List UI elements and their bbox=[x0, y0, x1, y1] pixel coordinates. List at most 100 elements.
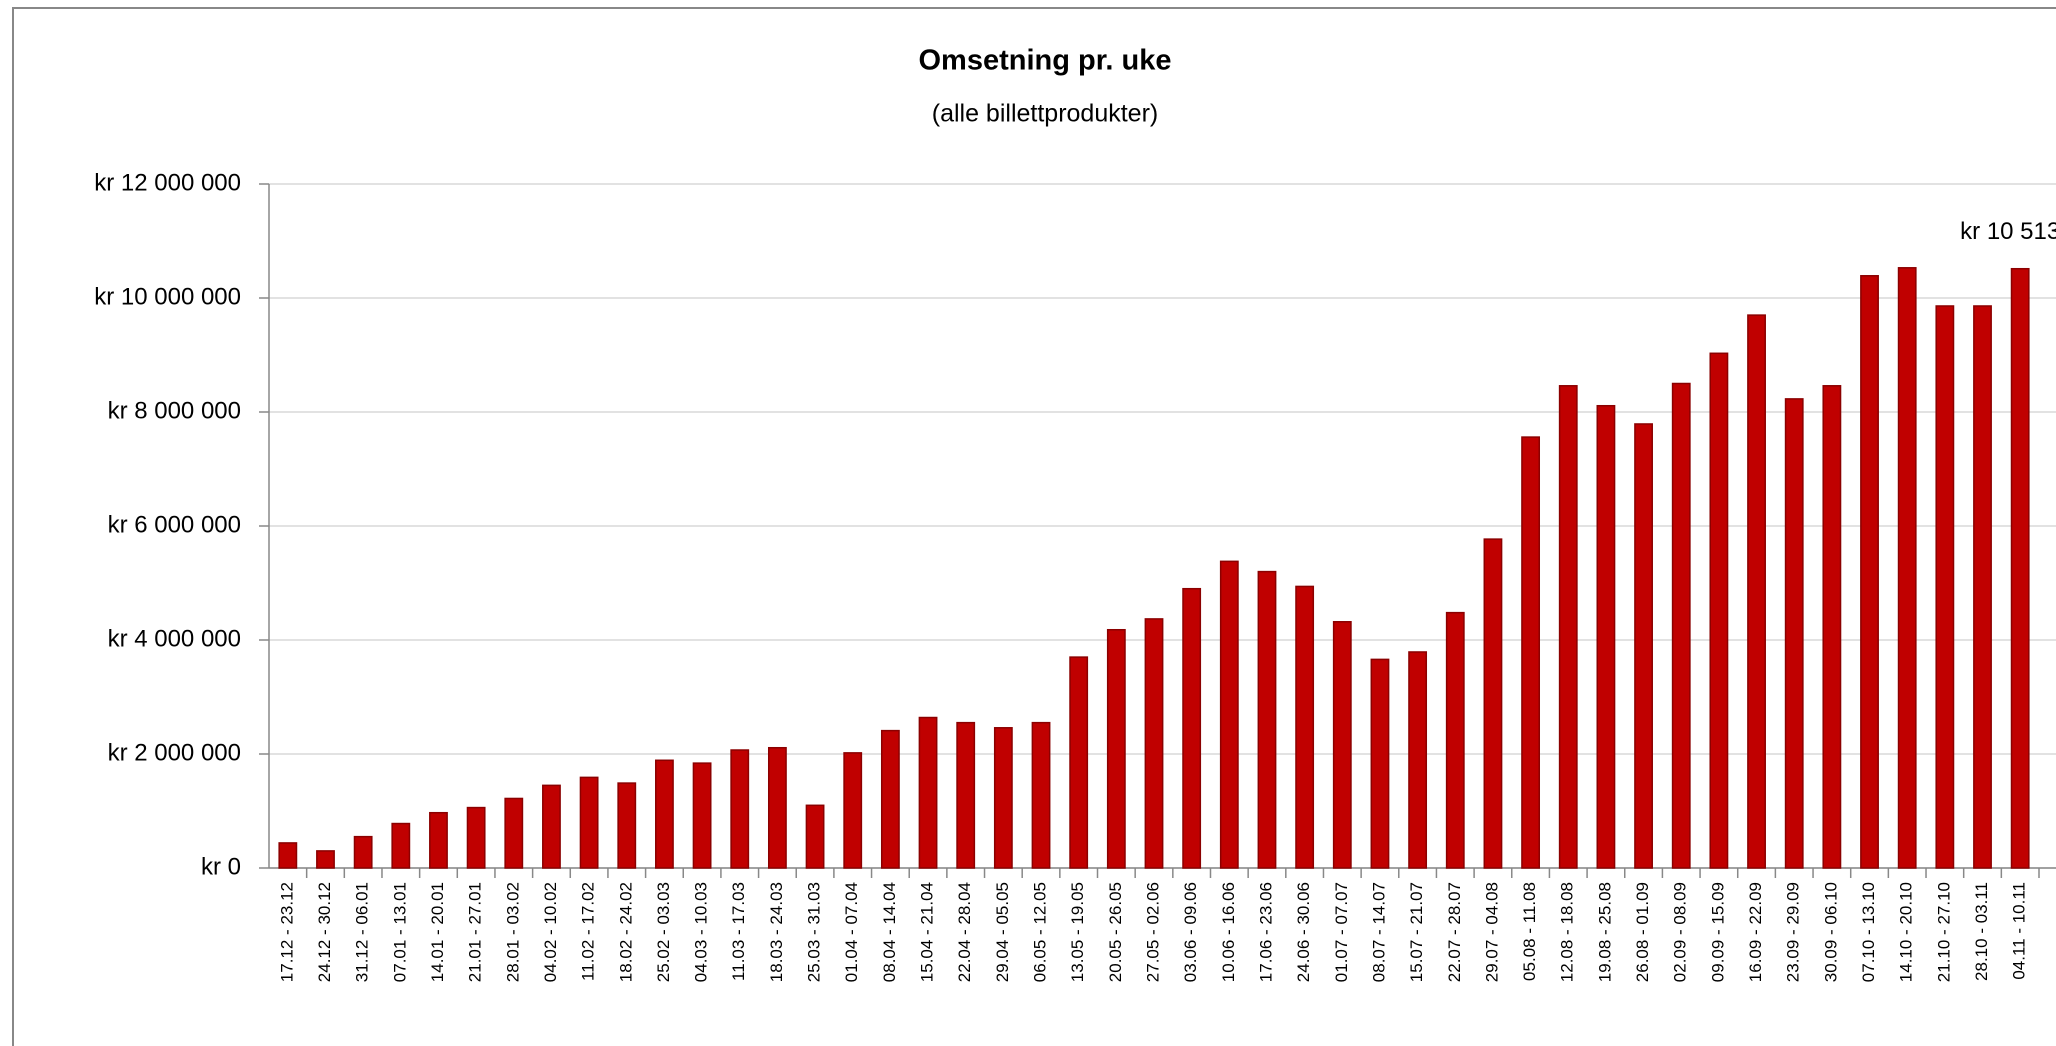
bar bbox=[1709, 352, 1729, 869]
x-tick-label: 11.03 - 17.03 bbox=[729, 882, 748, 981]
y-tick-label: kr 8 000 000 bbox=[108, 397, 241, 424]
bar bbox=[1558, 385, 1578, 869]
x-tick-label: 04.11 - 10.11 bbox=[2010, 882, 2029, 980]
x-tick-label: 17.12 - 23.12 bbox=[277, 882, 296, 982]
x-tick-label: 12.08 - 18.08 bbox=[1558, 882, 1577, 982]
y-tick-label: kr 0 bbox=[201, 853, 241, 880]
y-tick-label: kr 2 000 000 bbox=[108, 739, 241, 766]
bar bbox=[1521, 436, 1541, 869]
bar bbox=[429, 811, 448, 869]
bar bbox=[1860, 275, 1879, 869]
bar bbox=[1973, 305, 1992, 869]
bar bbox=[880, 729, 900, 869]
x-tick-label: 22.07 - 28.07 bbox=[1445, 882, 1464, 982]
bar bbox=[692, 762, 712, 869]
x-tick-label: 04.03 - 10.03 bbox=[692, 882, 711, 982]
bar bbox=[918, 716, 938, 869]
bar bbox=[1069, 656, 1089, 869]
x-tick-label: 02.09 - 08.09 bbox=[1671, 882, 1690, 982]
bar bbox=[730, 749, 750, 869]
bar bbox=[805, 804, 825, 869]
x-tick-label: 21.01 - 27.01 bbox=[466, 882, 485, 982]
x-tick-label: 08.04 - 14.04 bbox=[880, 882, 899, 982]
x-tick-label: 11.02 - 17.02 bbox=[579, 882, 598, 981]
x-tick-label: 03.06 - 09.06 bbox=[1181, 882, 1200, 982]
bar bbox=[956, 721, 976, 869]
x-tick-label: 21.10 - 27.10 bbox=[1934, 882, 1953, 982]
bar bbox=[316, 850, 335, 869]
bar bbox=[1596, 404, 1616, 869]
x-tick-label: 07.01 - 13.01 bbox=[390, 882, 409, 982]
bar bbox=[1219, 560, 1239, 869]
bar bbox=[1031, 721, 1051, 869]
y-tick-label: kr 4 000 000 bbox=[108, 625, 241, 652]
bar bbox=[1408, 651, 1428, 869]
bar bbox=[993, 727, 1013, 869]
x-tick-label: 01.07 - 07.07 bbox=[1332, 882, 1351, 982]
bar bbox=[1445, 611, 1465, 869]
chart-subtitle: (alle billettprodukter) bbox=[932, 100, 1159, 128]
bar bbox=[1144, 618, 1164, 869]
bar bbox=[504, 797, 524, 869]
x-tick-label: 10.06 - 16.06 bbox=[1219, 882, 1238, 982]
bar bbox=[843, 752, 863, 869]
bar bbox=[1106, 628, 1126, 869]
bar bbox=[2010, 267, 2030, 869]
bar bbox=[579, 776, 599, 869]
x-tick-label: 23.09 - 29.09 bbox=[1784, 882, 1803, 982]
x-tick-label: 29.04 - 05.05 bbox=[993, 882, 1012, 982]
x-tick-label: 15.04 - 21.04 bbox=[918, 882, 937, 982]
x-tick-label: 28.10 - 03.11 bbox=[1972, 882, 1991, 981]
x-tick-label: 14.01 - 20.01 bbox=[428, 882, 447, 982]
bar bbox=[1897, 267, 1917, 869]
x-tick-label: 22.04 - 28.04 bbox=[955, 882, 974, 982]
bar bbox=[1747, 314, 1766, 869]
x-tick-label: 05.08 - 11.08 bbox=[1520, 882, 1539, 981]
x-tick-label: 27.05 - 02.06 bbox=[1143, 882, 1162, 982]
x-tick-label: 18.03 - 24.03 bbox=[767, 882, 786, 982]
x-tick-label: 28.01 - 03.02 bbox=[503, 882, 522, 982]
x-tick-label: 16.09 - 22.09 bbox=[1746, 882, 1765, 982]
y-tick-label: kr 6 000 000 bbox=[108, 511, 241, 538]
x-tick-label: 29.07 - 04.08 bbox=[1482, 882, 1501, 982]
x-tick-label: 08.07 - 14.07 bbox=[1369, 882, 1388, 982]
bar bbox=[1483, 538, 1503, 869]
data-label: kr 10 513 645 bbox=[1960, 218, 2056, 245]
x-tick-label: 24.12 - 30.12 bbox=[315, 882, 334, 982]
chart-title: Omsetning pr. uke bbox=[919, 45, 1172, 77]
bar bbox=[1784, 398, 1804, 869]
bar bbox=[1182, 587, 1202, 869]
x-tick-label: 20.05 - 26.05 bbox=[1106, 882, 1125, 982]
y-tick-label: kr 12 000 000 bbox=[94, 169, 241, 196]
bar bbox=[278, 842, 298, 869]
bar bbox=[1671, 382, 1691, 869]
x-tick-label: 31.12 - 06.01 bbox=[353, 882, 372, 982]
x-tick-label: 01.04 - 07.04 bbox=[842, 882, 861, 982]
bar bbox=[617, 782, 637, 869]
x-tick-label: 04.02 - 10.02 bbox=[541, 882, 560, 982]
x-tick-label: 30.09 - 06.10 bbox=[1821, 882, 1840, 982]
x-tick-label: 14.10 - 20.10 bbox=[1897, 882, 1916, 982]
x-tick-label: 09.09 - 15.09 bbox=[1708, 882, 1727, 982]
bar bbox=[767, 746, 787, 869]
bar bbox=[1295, 585, 1315, 869]
bar bbox=[1822, 385, 1842, 869]
x-tick-label: 15.07 - 21.07 bbox=[1407, 882, 1426, 982]
x-tick-label: 25.02 - 03.03 bbox=[654, 882, 673, 982]
x-tick-label: 06.05 - 12.05 bbox=[1031, 882, 1050, 982]
bar bbox=[353, 835, 373, 869]
x-tick-label: 13.05 - 19.05 bbox=[1068, 882, 1087, 982]
x-tick-label: 24.06 - 30.06 bbox=[1294, 882, 1313, 982]
bar bbox=[1634, 423, 1653, 869]
bar bbox=[1332, 621, 1352, 869]
bar bbox=[542, 784, 561, 869]
x-tick-label: 07.10 - 13.10 bbox=[1859, 882, 1878, 982]
bar bbox=[466, 806, 486, 869]
x-tick-label: 17.06 - 23.06 bbox=[1256, 882, 1275, 982]
x-tick-label: 25.03 - 31.03 bbox=[805, 882, 824, 982]
bar bbox=[391, 822, 411, 869]
x-tick-label: 19.08 - 25.08 bbox=[1595, 882, 1614, 982]
bar bbox=[1935, 305, 1955, 869]
